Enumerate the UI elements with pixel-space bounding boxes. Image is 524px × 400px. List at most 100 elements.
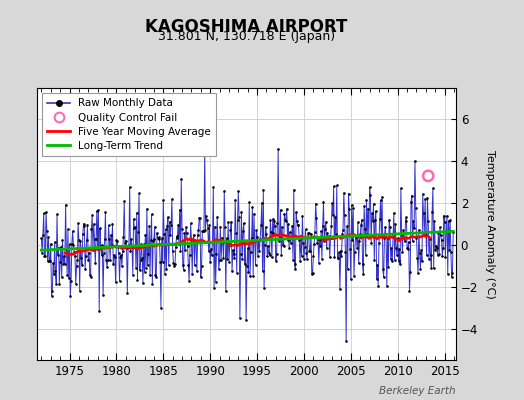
Point <box>180 230 189 236</box>
Point <box>407 199 415 206</box>
Point <box>287 234 296 241</box>
Point <box>159 197 168 204</box>
Point <box>164 214 172 220</box>
Point <box>130 225 138 232</box>
Point <box>309 253 318 260</box>
Point <box>318 256 326 262</box>
Point <box>368 210 376 216</box>
Point <box>359 271 367 277</box>
Point <box>74 220 82 226</box>
Point <box>97 252 106 258</box>
Point <box>185 278 193 284</box>
Point <box>260 285 268 291</box>
Point <box>436 224 444 231</box>
Point <box>64 275 73 282</box>
Point <box>184 261 192 268</box>
Point <box>314 236 322 242</box>
Point <box>195 214 203 221</box>
Point <box>139 280 147 286</box>
Point <box>372 208 380 214</box>
Text: Berkeley Earth: Berkeley Earth <box>379 386 456 396</box>
Point <box>280 211 289 217</box>
Point <box>211 223 219 230</box>
Point <box>79 220 88 227</box>
Point <box>286 229 294 236</box>
Point <box>201 226 210 233</box>
Point <box>171 261 179 268</box>
Point <box>378 194 386 200</box>
Point <box>121 239 129 246</box>
Point <box>233 269 241 276</box>
Point <box>63 271 71 278</box>
Point <box>89 246 97 253</box>
Point <box>125 242 133 248</box>
Point <box>311 228 319 235</box>
Point <box>390 256 399 263</box>
Point <box>339 226 347 233</box>
Point <box>128 244 136 250</box>
Point <box>61 260 69 267</box>
Point <box>272 251 281 257</box>
Point <box>72 281 80 288</box>
Point <box>147 237 155 244</box>
Point <box>181 246 189 253</box>
Point <box>346 246 354 252</box>
Point <box>129 216 138 222</box>
Point <box>150 224 159 230</box>
Point <box>354 260 363 266</box>
Point <box>335 249 343 256</box>
Point <box>441 218 449 225</box>
Point <box>308 271 316 277</box>
Point <box>243 263 251 270</box>
Point <box>190 232 198 238</box>
Point <box>96 242 105 249</box>
Point <box>366 191 375 198</box>
Point <box>295 237 303 243</box>
Point <box>147 211 156 218</box>
Point <box>441 254 450 260</box>
Point <box>446 249 455 255</box>
Point <box>85 272 94 278</box>
Point <box>168 196 176 202</box>
Point <box>448 270 456 276</box>
Point <box>42 228 51 235</box>
Point <box>433 245 441 252</box>
Point <box>193 232 202 238</box>
Point <box>269 230 278 236</box>
Point <box>116 254 125 260</box>
Point <box>322 245 331 252</box>
Point <box>317 228 325 234</box>
Point <box>69 228 77 234</box>
Point <box>247 235 256 242</box>
Point <box>171 243 180 250</box>
Point <box>416 250 424 256</box>
Point <box>396 261 405 268</box>
Point <box>416 266 424 272</box>
Point <box>78 262 86 268</box>
Point <box>425 236 434 242</box>
Point <box>107 242 116 248</box>
Point <box>145 223 154 229</box>
Point <box>265 250 273 256</box>
Point <box>351 249 359 255</box>
Point <box>146 272 154 278</box>
Text: 31.801 N, 130.718 E (Japan): 31.801 N, 130.718 E (Japan) <box>158 30 335 43</box>
Point <box>377 231 386 238</box>
Point <box>174 241 183 248</box>
Point <box>376 216 384 222</box>
Point <box>342 338 351 344</box>
Point <box>414 227 423 233</box>
Point <box>228 268 236 274</box>
Point <box>113 238 122 244</box>
Point <box>347 202 356 208</box>
Point <box>273 219 281 226</box>
Point <box>120 198 128 205</box>
Point <box>283 236 292 243</box>
Point <box>95 308 103 314</box>
Text: KAGOSHIMA AIRPORT: KAGOSHIMA AIRPORT <box>145 18 347 36</box>
Point <box>169 260 178 266</box>
Point <box>345 206 354 212</box>
Point <box>43 258 52 264</box>
Point <box>161 271 169 277</box>
Point <box>165 262 173 268</box>
